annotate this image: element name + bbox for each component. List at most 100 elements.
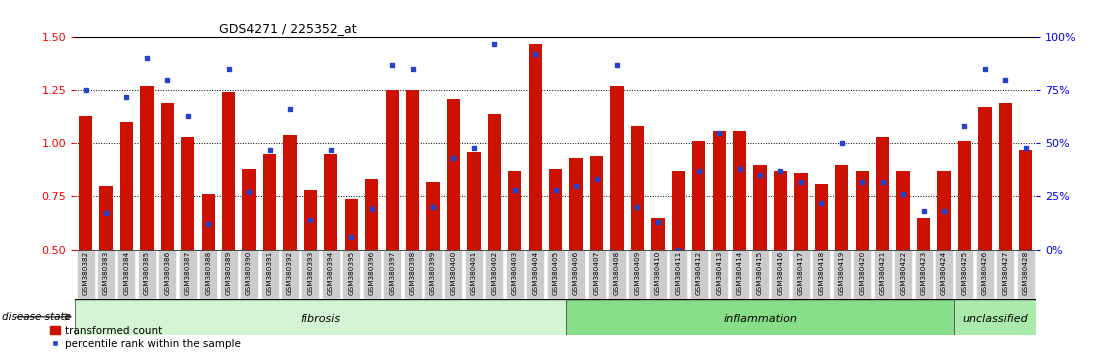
Bar bbox=[833, 250, 851, 299]
Bar bbox=[546, 250, 565, 299]
Bar bbox=[427, 182, 440, 250]
Bar bbox=[917, 218, 931, 250]
Bar bbox=[240, 250, 258, 299]
Bar bbox=[365, 179, 378, 250]
Bar bbox=[855, 171, 869, 250]
Bar bbox=[550, 169, 562, 250]
Text: GSM380404: GSM380404 bbox=[532, 251, 538, 295]
Bar bbox=[976, 250, 994, 299]
Text: GSM380387: GSM380387 bbox=[185, 251, 191, 295]
Bar bbox=[792, 250, 810, 299]
Bar bbox=[587, 250, 606, 299]
Bar bbox=[100, 186, 113, 250]
Text: GSM380418: GSM380418 bbox=[819, 251, 824, 295]
Text: GSM380426: GSM380426 bbox=[982, 251, 988, 295]
Bar bbox=[876, 137, 890, 250]
Bar bbox=[161, 103, 174, 250]
Bar bbox=[444, 250, 462, 299]
Text: GSM380391: GSM380391 bbox=[267, 251, 273, 295]
Bar bbox=[447, 99, 460, 250]
Bar bbox=[406, 90, 419, 250]
Text: GSM380423: GSM380423 bbox=[921, 251, 926, 295]
Bar bbox=[611, 86, 624, 250]
Bar bbox=[589, 156, 603, 250]
Bar bbox=[874, 250, 892, 299]
Bar bbox=[260, 250, 278, 299]
Bar bbox=[141, 86, 154, 250]
Bar bbox=[935, 250, 953, 299]
Text: GSM380428: GSM380428 bbox=[1023, 251, 1028, 295]
Text: GSM380390: GSM380390 bbox=[246, 251, 253, 295]
Text: GSM380396: GSM380396 bbox=[369, 251, 375, 295]
Bar bbox=[488, 114, 501, 250]
Bar bbox=[690, 250, 708, 299]
Legend: transformed count, percentile rank within the sample: transformed count, percentile rank withi… bbox=[50, 326, 242, 349]
Bar bbox=[465, 250, 483, 299]
Text: GSM380399: GSM380399 bbox=[430, 251, 437, 295]
Bar bbox=[137, 250, 156, 299]
Bar bbox=[529, 44, 542, 250]
Text: GSM380383: GSM380383 bbox=[103, 251, 109, 295]
Bar bbox=[199, 250, 217, 299]
Bar bbox=[978, 107, 992, 250]
Bar bbox=[812, 250, 830, 299]
Bar bbox=[730, 250, 749, 299]
Text: GSM380411: GSM380411 bbox=[675, 251, 681, 295]
Text: GSM380414: GSM380414 bbox=[737, 251, 742, 295]
Text: GSM380402: GSM380402 bbox=[491, 251, 497, 295]
Bar bbox=[608, 250, 626, 299]
Bar bbox=[345, 199, 358, 250]
Bar bbox=[98, 250, 115, 299]
Text: GSM380401: GSM380401 bbox=[471, 251, 476, 295]
Text: GSM380427: GSM380427 bbox=[1003, 251, 1008, 295]
Bar bbox=[751, 250, 769, 299]
Text: GSM380421: GSM380421 bbox=[880, 251, 885, 295]
Text: disease state: disease state bbox=[2, 312, 71, 322]
Bar bbox=[733, 131, 747, 250]
Bar bbox=[570, 158, 583, 250]
Text: GSM380386: GSM380386 bbox=[164, 251, 171, 295]
Bar bbox=[566, 299, 954, 335]
Bar bbox=[628, 250, 646, 299]
Text: GSM380392: GSM380392 bbox=[287, 251, 293, 295]
Bar bbox=[1019, 150, 1033, 250]
Text: GDS4271 / 225352_at: GDS4271 / 225352_at bbox=[219, 22, 357, 35]
Bar bbox=[914, 250, 933, 299]
Bar bbox=[178, 250, 197, 299]
Text: GSM380415: GSM380415 bbox=[757, 251, 763, 295]
Text: GSM380385: GSM380385 bbox=[144, 251, 150, 295]
Text: GSM380416: GSM380416 bbox=[778, 251, 783, 295]
Text: GSM380393: GSM380393 bbox=[307, 251, 314, 295]
Bar bbox=[894, 250, 912, 299]
Bar bbox=[814, 184, 828, 250]
Bar bbox=[281, 250, 299, 299]
Bar bbox=[325, 154, 338, 250]
Bar bbox=[509, 171, 522, 250]
Bar bbox=[955, 250, 974, 299]
Bar bbox=[771, 250, 790, 299]
Text: GSM380407: GSM380407 bbox=[594, 251, 599, 295]
Bar bbox=[263, 154, 276, 250]
Bar bbox=[342, 250, 360, 299]
Text: GSM380397: GSM380397 bbox=[389, 251, 396, 295]
Bar bbox=[219, 250, 237, 299]
Bar bbox=[692, 141, 706, 250]
Text: GSM380384: GSM380384 bbox=[123, 251, 130, 295]
Bar bbox=[630, 126, 644, 250]
Text: GSM380422: GSM380422 bbox=[900, 251, 906, 295]
Bar bbox=[896, 171, 910, 250]
Text: GSM380405: GSM380405 bbox=[553, 251, 558, 295]
Bar bbox=[76, 250, 94, 299]
Bar bbox=[403, 250, 421, 299]
Bar bbox=[835, 165, 849, 250]
Text: GSM380406: GSM380406 bbox=[573, 251, 579, 295]
Text: fibrosis: fibrosis bbox=[300, 314, 340, 324]
Bar bbox=[526, 250, 544, 299]
Text: GSM380424: GSM380424 bbox=[941, 251, 947, 295]
Text: GSM380382: GSM380382 bbox=[83, 251, 89, 295]
Bar bbox=[954, 299, 1036, 335]
Bar bbox=[996, 250, 1014, 299]
Text: GSM380400: GSM380400 bbox=[451, 251, 456, 295]
Bar bbox=[383, 250, 401, 299]
Text: inflammation: inflammation bbox=[724, 314, 797, 324]
